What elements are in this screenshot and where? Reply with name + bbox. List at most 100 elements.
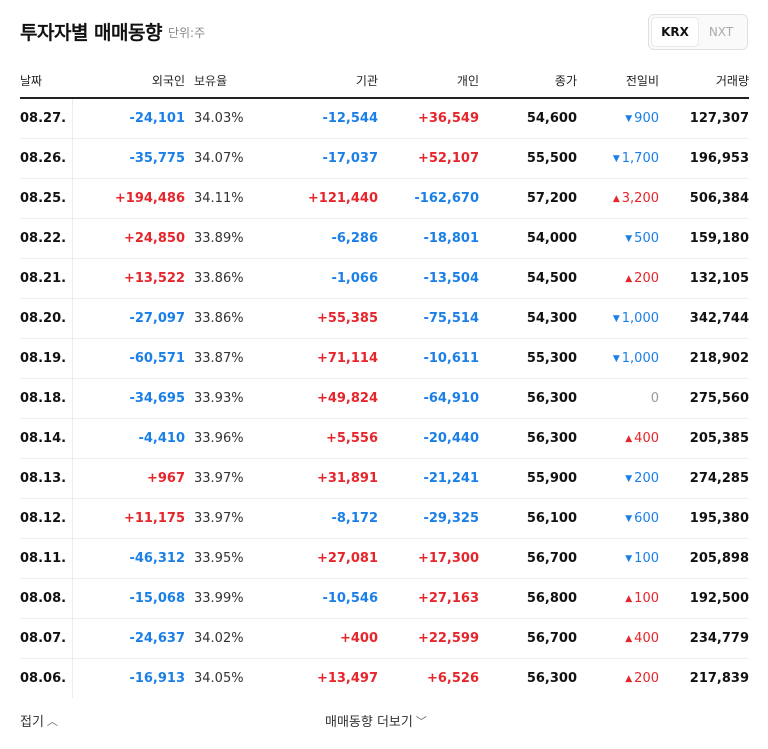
cell-date: 08.25.	[20, 178, 72, 219]
change-value: 100	[634, 550, 659, 566]
cell-foreign: -24,637	[71, 618, 185, 659]
cell-individual: -10,611	[378, 338, 479, 379]
table-row: 08.07. -24,637 34.02% +400 +22,599 56,700 ▲ 400…	[20, 618, 749, 659]
triangle-up-icon: ▲	[625, 593, 633, 604]
chevron-down-icon: ﹀	[415, 714, 427, 728]
cell-volume: 192,500	[659, 578, 749, 619]
cell-change: ▲ 400	[577, 418, 659, 459]
cell-volume: 195,380	[659, 498, 749, 539]
cell-change: ▼ 600	[577, 498, 659, 539]
cell-close: 57,200	[479, 178, 577, 219]
cell-close: 56,700	[479, 538, 577, 579]
cell-date: 08.07.	[20, 618, 72, 659]
cell-foreign: -15,068	[71, 578, 185, 619]
cell-individual: -29,325	[378, 498, 479, 539]
cell-foreign: -46,312	[71, 538, 185, 579]
change-value: 1,000	[621, 350, 659, 366]
cell-institution: +31,891	[270, 458, 378, 499]
cell-close: 56,700	[479, 618, 577, 659]
cell-ownership: 34.11%	[185, 178, 270, 219]
cell-institution: -1,066	[270, 258, 378, 299]
table-row: 08.19. -60,571 33.87% +71,114 -10,611 55,300 ▼…	[20, 338, 749, 379]
cell-foreign: -34,695	[71, 378, 185, 419]
cell-individual: -64,910	[378, 378, 479, 419]
triangle-down-icon: ▼	[612, 313, 620, 324]
cell-ownership: 34.07%	[185, 138, 270, 179]
cell-close: 54,300	[479, 298, 577, 339]
cell-change: ▼ 900	[577, 98, 659, 139]
chevron-up-icon: ︿	[46, 714, 58, 728]
cell-institution: +27,081	[270, 538, 378, 579]
table-row: 08.21. +13,522 33.86% -1,066 -13,504 54,500 ▲ 2…	[20, 258, 749, 299]
cell-institution: +55,385	[270, 298, 378, 339]
cell-institution: -12,544	[270, 98, 378, 139]
cell-ownership: 33.95%	[185, 538, 270, 579]
cell-date: 08.11.	[20, 538, 72, 579]
header-foreign: 외국인	[72, 64, 185, 99]
change-value: 400	[634, 430, 659, 446]
header-volume: 거래량	[659, 64, 749, 99]
table-header-row: 날짜 외국인 보유율 기관 개인 종가 전일비 거래량	[20, 64, 749, 99]
cell-volume: 205,898	[659, 538, 749, 579]
cell-change: 0	[577, 378, 659, 419]
cell-foreign: -24,101	[71, 98, 185, 139]
cell-volume: 506,384	[659, 178, 749, 219]
cell-change: ▼ 1,000	[577, 338, 659, 379]
cell-change: ▼ 100	[577, 538, 659, 579]
cell-foreign: -4,410	[71, 418, 185, 459]
section-title: 투자자별 매매동향	[20, 21, 162, 44]
cell-change: ▼ 1,000	[577, 298, 659, 339]
cell-ownership: 34.02%	[185, 618, 270, 659]
unit-label: 단위:주	[167, 26, 206, 40]
nxt-tab[interactable]: NXT	[708, 25, 734, 39]
cell-close: 55,500	[479, 138, 577, 179]
cell-date: 08.18.	[20, 378, 72, 419]
cell-foreign: -60,571	[71, 338, 185, 379]
change-value: 200	[634, 470, 659, 486]
cell-institution: +5,556	[270, 418, 378, 459]
triangle-down-icon: ▼	[625, 233, 633, 244]
table-row: 08.14. -4,410 33.96% +5,556 -20,440 56,300 ▲ 40…	[20, 418, 749, 459]
cell-individual: +52,107	[378, 138, 479, 179]
table-row: 08.22. +24,850 33.89% -6,286 -18,801 54,000 ▼ 5…	[20, 218, 749, 259]
table-row: 08.11. -46,312 33.95% +27,081 +17,300 56,700 ▼…	[20, 538, 749, 579]
table-row: 08.18. -34,695 33.93% +49,824 -64,910 56,300 0…	[20, 378, 749, 419]
cell-ownership: 33.97%	[185, 498, 270, 539]
cell-change: ▲ 100	[577, 578, 659, 619]
cell-individual: +6,526	[426, 670, 479, 686]
more-trend-button[interactable]: 매매동향 더보기 ﹀	[325, 711, 427, 731]
cell-institution: +71,114	[270, 338, 378, 379]
cell-date: 08.19.	[20, 338, 72, 379]
cell-date: 08.21.	[20, 258, 72, 299]
fold-button[interactable]: 접기 ︿	[20, 711, 58, 731]
section-header: 투자자별 매매동향 단위:주	[20, 16, 205, 46]
cell-volume: 132,105	[659, 258, 749, 299]
change-value: 3,200	[621, 190, 659, 206]
investor-trend-table: 날짜 외국인 보유율 기관 개인 종가 전일비 거래량 08.27. -24,10…	[20, 64, 749, 698]
cell-change: ▼ 200	[577, 458, 659, 499]
cell-foreign: -27,097	[71, 298, 185, 339]
cell-volume: 196,953	[659, 138, 749, 179]
header-ownership: 보유율	[185, 64, 270, 99]
table-footer: 접기 ︿ 매매동향 더보기 ﹀	[20, 711, 749, 733]
fold-label: 접기	[20, 715, 44, 730]
krx-tab[interactable]: KRX	[652, 18, 698, 46]
cell-individual: -13,504	[378, 258, 479, 299]
cell-date: 08.12.	[20, 498, 72, 539]
cell-date: 08.27.	[20, 98, 72, 139]
cell-close: 56,300	[479, 418, 577, 459]
cell-ownership: 33.96%	[185, 418, 270, 459]
cell-volume: 205,385	[659, 418, 749, 459]
cell-close: 54,600	[479, 98, 577, 139]
cell-volume: 342,744	[659, 298, 749, 339]
change-value: 0	[650, 390, 659, 406]
cell-date: 08.26.	[20, 138, 72, 179]
change-value: 1,000	[621, 310, 659, 326]
cell-ownership: 33.89%	[185, 218, 270, 259]
cell-close: 56,100	[479, 498, 577, 539]
triangle-down-icon: ▼	[625, 553, 633, 564]
cell-institution: +121,440	[270, 178, 378, 219]
cell-volume: 274,285	[659, 458, 749, 499]
change-value: 500	[634, 230, 659, 246]
cell-close: 54,000	[479, 218, 577, 259]
